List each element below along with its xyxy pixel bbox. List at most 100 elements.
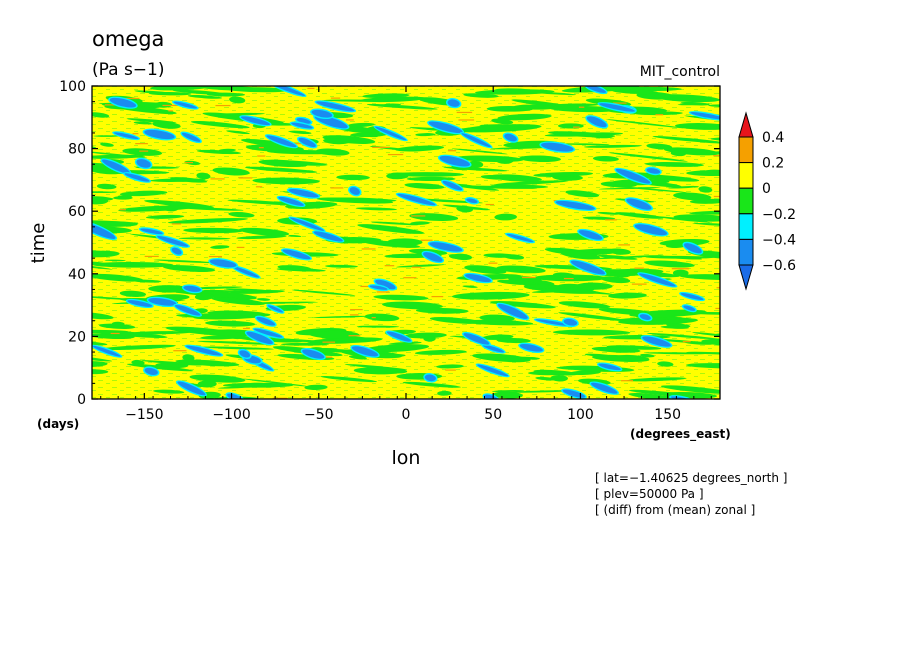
- field-region-negative: [144, 199, 214, 209]
- field-region-negative: [92, 353, 113, 362]
- field-region-negative: [727, 231, 740, 236]
- field-region-positive: [184, 161, 193, 164]
- field-region-negative: [122, 148, 163, 156]
- field-region-very-strong-negative: [369, 285, 388, 290]
- field-region-very-strong-negative: [578, 230, 603, 240]
- field-region-positive: [291, 143, 307, 145]
- field-region-negative: [644, 260, 695, 268]
- field-region-very-strong-negative: [316, 101, 355, 112]
- field-region-negative: [104, 259, 126, 262]
- field-region-negative: [244, 166, 318, 173]
- field-region-very-strong-negative: [684, 243, 702, 254]
- field-region-negative: [153, 259, 216, 264]
- field-region-negative: [608, 152, 688, 162]
- field-region-positive: [655, 114, 664, 116]
- field-region-negative: [404, 332, 447, 339]
- field-region-positive: [485, 203, 495, 206]
- field-region-negative: [537, 288, 601, 294]
- field-region-very-strong-negative: [599, 103, 636, 112]
- field-region-negative: [668, 185, 700, 189]
- field-region-negative: [177, 207, 244, 211]
- colorbar-label: −0.2: [762, 207, 796, 223]
- field-region-very-strong-negative: [266, 135, 297, 148]
- chart-units: (Pa s−1): [92, 60, 165, 80]
- field-region-negative: [627, 377, 687, 382]
- field-region-negative: [533, 171, 594, 177]
- field-region-positive: [456, 111, 473, 114]
- field-region-negative: [92, 220, 138, 227]
- field-region-very-strong-negative: [375, 126, 407, 141]
- field-region-negative: [489, 174, 542, 182]
- field-region-positive: [671, 268, 690, 270]
- field-region-very-strong-negative: [313, 231, 343, 242]
- field-region-positive: [612, 102, 627, 104]
- field-region-negative: [210, 245, 230, 249]
- field-region-very-strong-negative: [428, 121, 463, 134]
- annotation-plev: [ plev=50000 Pa ]: [595, 487, 704, 501]
- field-region-very-strong-negative: [144, 367, 158, 375]
- field-region-positive: [713, 195, 720, 198]
- field-region-positive: [345, 119, 354, 121]
- field-region-negative: [198, 86, 262, 91]
- field-region-negative: [350, 132, 388, 137]
- field-region-very-strong-negative: [183, 285, 201, 292]
- field-region-negative: [325, 264, 358, 268]
- field-region-positive: [307, 87, 315, 90]
- field-region-negative: [206, 92, 246, 97]
- field-region-very-strong-negative: [439, 155, 471, 167]
- field-region-positive: [445, 369, 456, 371]
- field-region-negative: [414, 349, 467, 355]
- field-region-negative: [208, 112, 265, 116]
- field-region-positive: [716, 287, 720, 289]
- field-region-negative: [646, 332, 718, 340]
- field-region-negative: [462, 185, 538, 189]
- field-region-very-strong-negative: [240, 116, 271, 126]
- field-region-very-strong-negative: [109, 97, 137, 108]
- field-region-very-strong-negative: [586, 116, 607, 128]
- field-region-negative: [701, 338, 720, 347]
- field-region-negative: [646, 143, 673, 150]
- field-region-very-strong-negative: [646, 168, 661, 174]
- field-region-positive: [132, 133, 139, 135]
- field-region-positive: [255, 186, 263, 188]
- field-region-negative: [519, 155, 562, 163]
- field-region-very-strong-negative: [424, 374, 436, 382]
- field-region-negative: [228, 211, 255, 218]
- field-region-negative: [472, 353, 531, 363]
- field-region-positive: [411, 266, 422, 268]
- field-region-negative: [336, 174, 370, 181]
- colorbar-band: [738, 187, 754, 215]
- field-region-negative: [628, 389, 703, 398]
- field-region-negative: [483, 253, 516, 258]
- field-region-negative: [608, 292, 647, 299]
- field-region-very-strong-negative: [519, 343, 543, 352]
- colorbar-label: 0.2: [762, 156, 784, 172]
- field-region-negative: [600, 276, 631, 284]
- field-region-very-strong-negative: [562, 389, 586, 398]
- field-region-very-strong-negative: [585, 86, 606, 93]
- field-region-negative: [182, 354, 195, 362]
- field-region-positive: [682, 341, 691, 343]
- field-region-positive: [411, 215, 426, 217]
- field-region-negative: [289, 130, 312, 134]
- field-region-positive: [119, 209, 126, 211]
- field-region-negative: [203, 289, 271, 294]
- field-region-negative: [692, 332, 720, 337]
- field-region-very-strong-negative: [278, 196, 304, 206]
- field-region-negative: [456, 205, 474, 213]
- field-region-very-strong-negative: [246, 331, 273, 345]
- field-region-negative: [373, 294, 429, 301]
- field-region-very-strong-negative: [174, 304, 201, 316]
- field-region-very-strong-negative: [563, 318, 578, 326]
- field-region-negative: [366, 103, 438, 110]
- field-region-very-strong-negative: [177, 381, 206, 396]
- field-region-negative: [187, 94, 223, 99]
- field-region-positive: [162, 104, 179, 107]
- field-region-negative: [119, 190, 168, 197]
- field-region-negative: [497, 113, 552, 121]
- field-region-negative: [652, 94, 720, 103]
- field-region-negative: [448, 254, 463, 260]
- y-axis-label: time: [28, 223, 49, 264]
- field-region-positive: [238, 177, 253, 179]
